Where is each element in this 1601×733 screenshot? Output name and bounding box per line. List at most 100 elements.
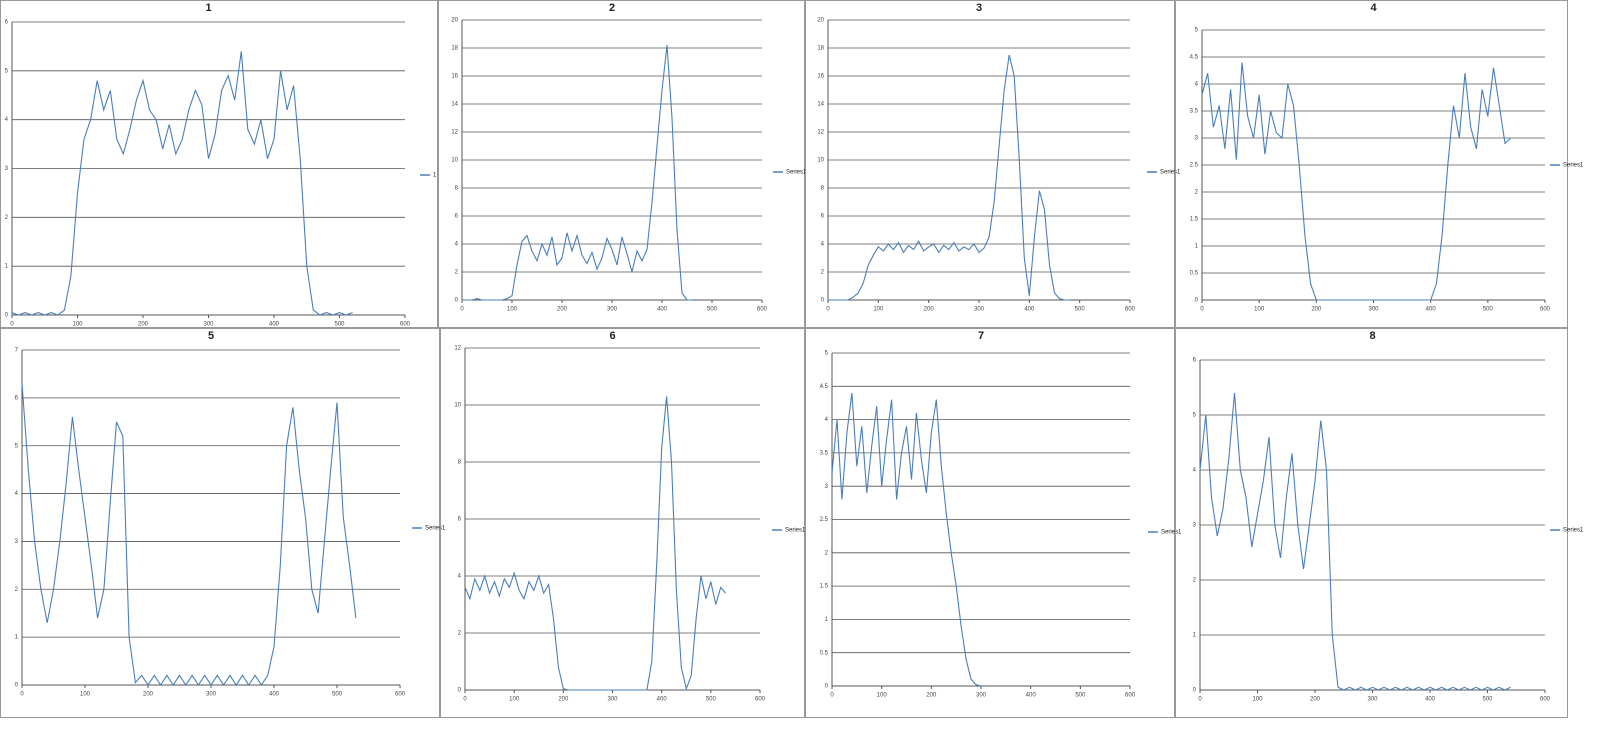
chart-title: 6 [609,330,615,342]
x-tick-label: 0 [830,693,834,699]
x-tick-label: 300 [607,697,618,703]
y-tick-label: 6 [15,395,19,401]
x-tick-label: 200 [1310,697,1321,703]
x-tick-label: 0 [826,307,830,313]
y-tick-label: 18 [817,46,824,52]
y-tick-label: 0 [821,298,825,304]
x-tick-label: 400 [1425,697,1436,703]
y-tick-label: 0 [1195,298,1199,304]
chart-title: 3 [976,2,982,14]
y-tick-label: 2.5 [1190,163,1199,169]
x-tick-label: 100 [72,322,83,328]
x-tick-label: 100 [507,307,518,313]
y-tick-label: 6 [5,20,9,26]
y-tick-label: 0 [455,298,459,304]
x-tick-label: 200 [143,692,154,698]
x-tick-label: 300 [976,693,987,699]
y-tick-label: 6 [821,214,825,220]
x-tick-label: 0 [1200,307,1204,313]
x-tick-label: 600 [757,307,768,313]
y-tick-label: 0.5 [1190,271,1199,277]
x-tick-label: 400 [657,307,668,313]
y-tick-label: 20 [817,18,824,24]
y-tick-label: 12 [817,130,824,136]
y-tick-label: 4 [15,491,19,497]
y-tick-label: 2 [458,631,462,637]
panel [0,0,438,328]
x-tick-label: 600 [755,697,766,703]
x-tick-label: 200 [558,697,569,703]
y-tick-label: 3 [15,539,19,545]
y-tick-label: 1 [825,617,829,623]
legend-label: Series1 [1160,170,1181,176]
y-tick-label: 2 [455,270,459,276]
x-tick-label: 400 [657,697,668,703]
y-tick-label: 4 [825,417,829,423]
y-tick-label: 14 [817,102,824,108]
x-tick-label: 200 [1311,307,1322,313]
x-tick-label: 600 [1540,307,1551,313]
y-tick-label: 8 [821,186,825,192]
x-tick-label: 500 [332,692,343,698]
y-tick-label: 1.5 [820,584,829,590]
x-tick-label: 600 [395,692,406,698]
y-tick-label: 4 [821,242,825,248]
x-tick-label: 100 [80,692,91,698]
x-tick-label: 0 [10,322,14,328]
y-tick-label: 4 [5,117,9,123]
y-tick-label: 3 [1195,136,1199,142]
x-tick-label: 500 [1075,693,1086,699]
data-line [831,392,982,687]
y-tick-label: 4 [455,242,459,248]
y-tick-label: 5 [825,351,829,357]
y-tick-label: 3 [825,484,829,490]
y-tick-label: 2 [825,550,829,556]
x-tick-label: 400 [1026,693,1037,699]
x-tick-label: 0 [20,692,24,698]
y-tick-label: 2 [1195,190,1199,196]
y-tick-label: 3.5 [820,450,829,456]
panel [0,328,440,718]
y-tick-label: 6 [1193,358,1197,364]
y-tick-label: 0 [5,313,9,319]
x-tick-label: 400 [1426,307,1437,313]
y-tick-label: 6 [458,517,462,523]
x-tick-label: 100 [873,307,884,313]
legend-label: Series1 [1161,530,1182,536]
data-line [828,54,1070,301]
y-tick-label: 3 [5,166,9,172]
y-tick-label: 3.5 [1190,109,1199,115]
y-tick-label: 2 [15,587,19,593]
y-tick-label: 0 [15,683,19,689]
x-tick-label: 300 [206,692,217,698]
y-tick-label: 12 [454,346,461,352]
x-tick-label: 300 [1367,697,1378,703]
y-tick-label: 10 [451,158,458,164]
x-tick-label: 500 [334,322,345,328]
x-tick-label: 100 [1252,697,1263,703]
y-tick-label: 7 [15,348,19,354]
legend-label: Series1 [785,528,806,534]
y-tick-label: 4 [458,574,462,580]
y-tick-label: 5 [1195,28,1199,34]
x-tick-label: 500 [1075,307,1086,313]
chart-title: 2 [609,2,615,14]
y-tick-label: 2.5 [820,517,829,523]
x-tick-label: 300 [974,307,985,313]
x-tick-label: 300 [1368,307,1379,313]
data-line [1201,62,1512,301]
chart-title: 5 [208,330,214,342]
x-tick-label: 500 [706,697,717,703]
chart-title: 4 [1370,2,1377,14]
x-tick-label: 500 [1482,697,1493,703]
y-tick-label: 18 [451,46,458,52]
y-tick-label: 10 [454,403,461,409]
legend-label: Series1 [786,170,807,176]
x-tick-label: 0 [1198,697,1202,703]
data-line [1199,392,1511,691]
chart-title: 1 [205,2,211,14]
y-tick-label: 5 [1193,413,1197,419]
y-tick-label: 4.5 [1190,55,1199,61]
